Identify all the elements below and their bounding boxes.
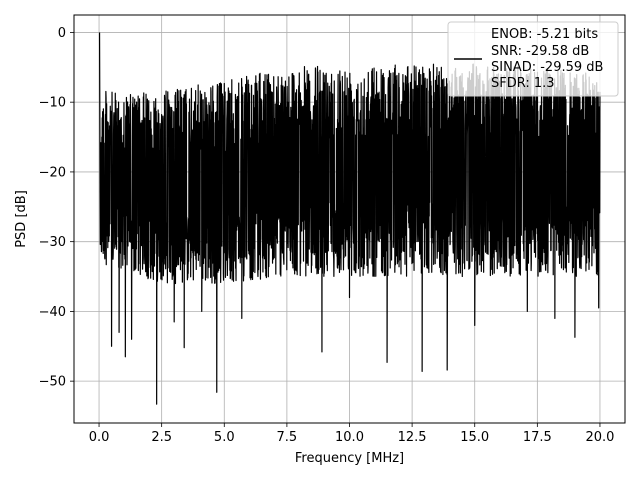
x-tick-label: 17.5 [523, 430, 552, 445]
x-ticks: 0.0 2.5 5.0 7.5 10.0 12.5 15.0 17.5 20.0 [89, 423, 614, 445]
x-tick-label: 2.5 [151, 430, 172, 445]
legend-box [447, 21, 619, 97]
legend-line-sinad: SINAD: -29.59 dB [491, 60, 603, 75]
y-ticks: 0 −10 −20 −30 −40 −50 [39, 26, 74, 390]
data-layer [98, 32, 601, 405]
y-tick-label: −40 [39, 305, 66, 320]
x-tick-label: 12.5 [398, 430, 427, 445]
y-tick-label: 0 [58, 26, 66, 41]
x-tick-label: 15.0 [460, 430, 489, 445]
legend-line-enob: ENOB: -5.21 bits [491, 27, 598, 42]
x-tick-label: 20.0 [585, 430, 614, 445]
x-axis-label: Frequency [MHz] [295, 451, 404, 466]
x-tick-label: 10.0 [335, 430, 364, 445]
x-tick-label: 7.5 [277, 430, 298, 445]
y-tick-label: −20 [39, 165, 66, 180]
legend-line-snr: SNR: -29.58 dB [491, 44, 589, 59]
y-tick-label: −30 [39, 235, 66, 250]
y-axis-label: PSD [dB] [14, 190, 29, 248]
x-tick-label: 5.0 [214, 430, 235, 445]
legend: ENOB: -5.21 bits SNR: -29.58 dB SINAD: -… [447, 21, 619, 97]
x-tick-label: 0.0 [89, 430, 110, 445]
y-tick-label: −10 [39, 96, 66, 111]
psd-trace [98, 32, 601, 405]
legend-line-sfdr: SFDR: 1.3 [491, 76, 555, 91]
y-tick-label: −50 [39, 375, 66, 390]
